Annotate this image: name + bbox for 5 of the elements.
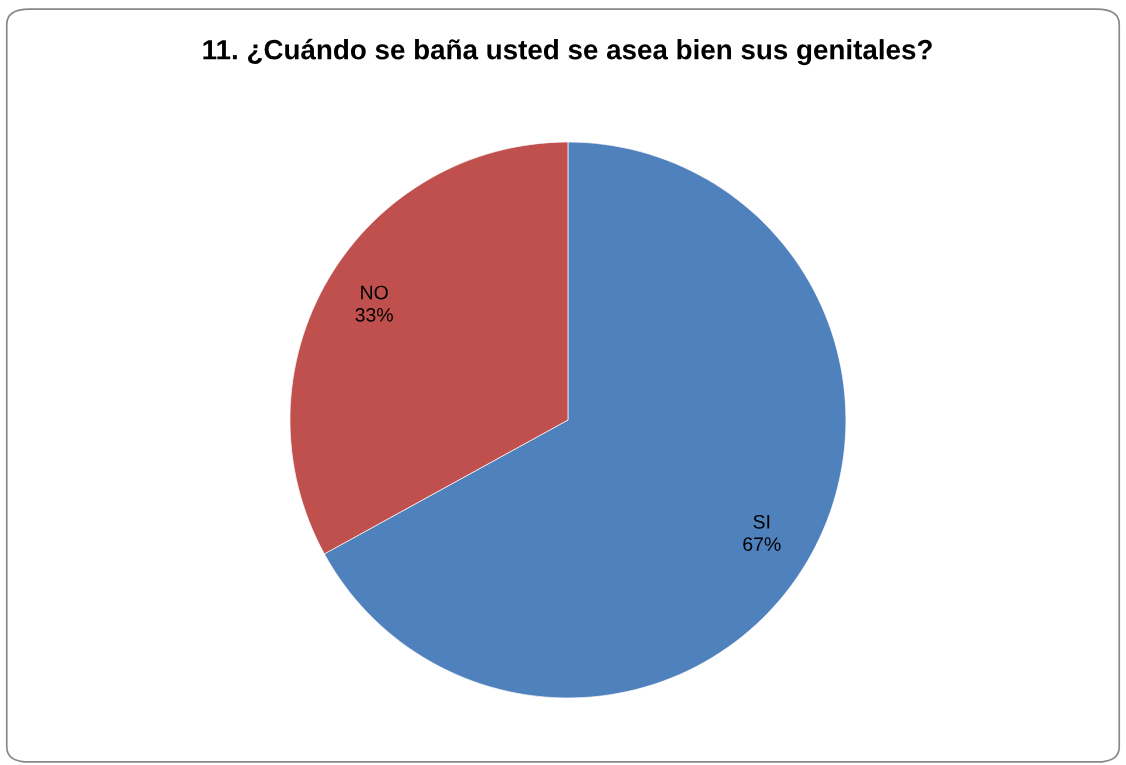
slice-label: SI bbox=[753, 514, 770, 529]
slice-label: NO bbox=[361, 285, 388, 300]
data-label: 67% bbox=[743, 537, 781, 552]
chart-title: 11. ¿Cuándo se baña usted se asea bien sus genitales? bbox=[203, 38, 932, 66]
data-label: 33% bbox=[355, 307, 393, 322]
